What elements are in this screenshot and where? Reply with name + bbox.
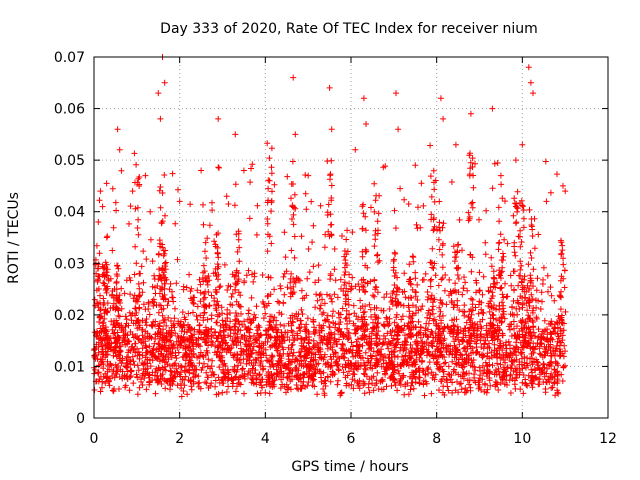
x-tick-label: 10 (513, 431, 531, 447)
axis-ticks: 0 2 4 6 8 10 12 0 0.01 0.02 0.03 0.04 0.05 0.06 0.07 (54, 50, 617, 447)
y-tick-label: 0.05 (54, 153, 85, 169)
y-tick-label: 0.06 (54, 102, 85, 118)
y-tick-label: 0.04 (54, 205, 85, 221)
x-axis-label: GPS time / hours (291, 459, 408, 475)
y-axis-label: ROTI / TECUs (6, 192, 22, 284)
x-tick-label: 2 (175, 431, 184, 447)
x-tick-label: 12 (599, 431, 617, 447)
y-tick-label: 0.03 (54, 256, 85, 272)
y-tick-label: 0.07 (54, 50, 85, 66)
scatter-points (91, 54, 569, 400)
chart-title: Day 333 of 2020, Rate Of TEC Index for r… (160, 21, 538, 37)
data-point-markers (91, 54, 569, 400)
x-tick-label: 6 (347, 431, 356, 447)
y-tick-label: 0 (76, 411, 85, 427)
x-tick-label: 4 (261, 431, 270, 447)
x-tick-label: 8 (432, 431, 441, 447)
y-tick-label: 0.01 (54, 359, 85, 375)
x-tick-label: 0 (90, 431, 99, 447)
y-tick-label: 0.02 (54, 308, 85, 324)
